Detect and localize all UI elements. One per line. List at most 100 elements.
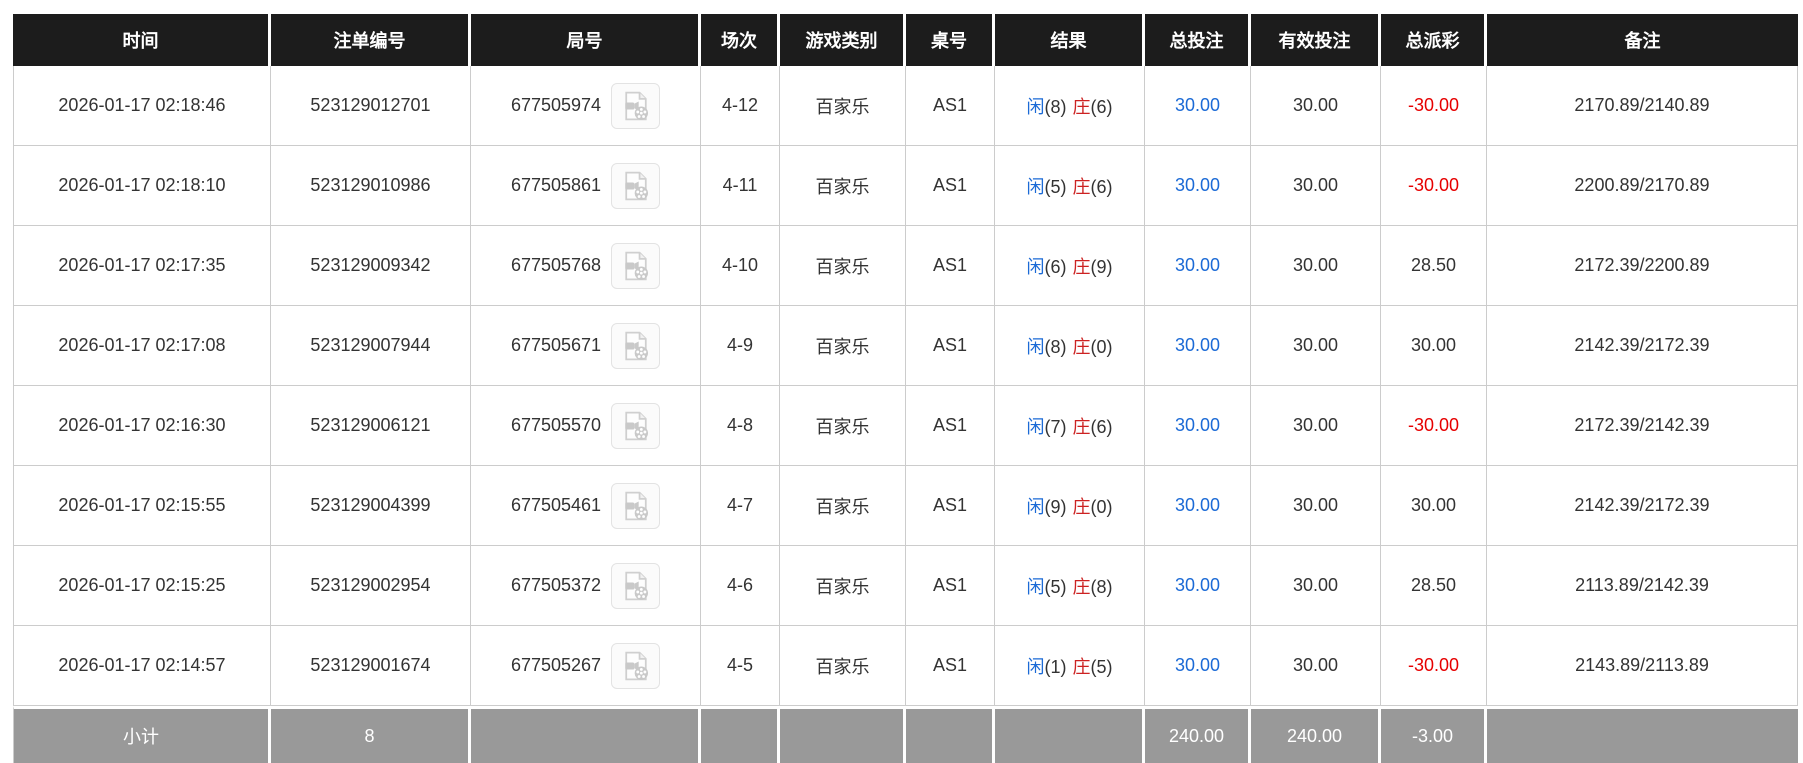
banker-label: 庄 (1072, 96, 1091, 117)
banker-score: (6) (1090, 416, 1113, 437)
subtotal-empty-result (995, 706, 1145, 763)
round-number: 677505461 (510, 495, 602, 515)
video-replay-button[interactable] (611, 482, 661, 529)
round-content: 677505768 (475, 242, 696, 289)
total-bet-link[interactable]: 30.00 (1174, 655, 1221, 675)
video-file-icon (620, 650, 652, 682)
game-type-cell: 百家乐 (780, 626, 906, 706)
player-label: 闲 (1026, 656, 1045, 677)
table-body: 2026-01-17 02:18:46 523129012701 677505974… (13, 66, 1798, 763)
subtotal-payout: -3.00 (1381, 706, 1487, 763)
session-cell: 4-10 (701, 226, 780, 306)
note-cell: 2172.39/2142.39 (1487, 386, 1798, 466)
column-header: 注单编号 (271, 14, 471, 66)
round-content: 677505461 (475, 482, 696, 529)
round-number: 677505671 (510, 335, 602, 355)
player-score: (7) (1044, 416, 1067, 437)
banker-score: (6) (1090, 176, 1113, 197)
banker-label: 庄 (1072, 336, 1091, 357)
table-row: 2026-01-17 02:17:35 523129009342 677505768… (13, 226, 1798, 306)
round-content: 677505267 (475, 642, 696, 689)
video-replay-button[interactable] (611, 162, 661, 209)
time-cell: 2026-01-17 02:18:46 (13, 66, 271, 146)
bet-id-cell: 523129007944 (271, 306, 471, 386)
result-cell: 闲(9) 庄(0) (995, 466, 1145, 546)
table-no-cell: AS1 (906, 66, 995, 146)
player-label: 闲 (1026, 496, 1045, 517)
player-label: 闲 (1026, 176, 1045, 197)
total-bet-link[interactable]: 30.00 (1174, 575, 1221, 595)
video-replay-button[interactable] (611, 562, 661, 609)
total-bet-link[interactable]: 30.00 (1174, 495, 1221, 515)
table-no-cell: AS1 (906, 626, 995, 706)
bet-id-cell: 523129010986 (271, 146, 471, 226)
subtotal-row: 小计 8 240.00 240.00 -3.00 (13, 706, 1798, 763)
round-number: 677505768 (510, 255, 602, 275)
round-content: 677505974 (475, 82, 696, 129)
player-label: 闲 (1026, 576, 1045, 597)
payout-cell: -30.00 (1381, 626, 1487, 706)
note-cell: 2170.89/2140.89 (1487, 66, 1798, 146)
total-bet-cell: 30.00 (1145, 146, 1251, 226)
round-cell: 677505461 (471, 466, 701, 546)
time-cell: 2026-01-17 02:17:35 (13, 226, 271, 306)
round-cell: 677505267 (471, 626, 701, 706)
video-replay-button[interactable] (611, 642, 661, 689)
total-bet-link[interactable]: 30.00 (1174, 415, 1221, 435)
column-header: 桌号 (906, 14, 995, 66)
banker-score: (0) (1090, 336, 1113, 357)
video-file-icon (620, 250, 652, 282)
player-score: (8) (1044, 96, 1067, 117)
note-cell: 2142.39/2172.39 (1487, 306, 1798, 386)
result-cell: 闲(7) 庄(6) (995, 386, 1145, 466)
note-cell: 2200.89/2170.89 (1487, 146, 1798, 226)
payout-cell: 30.00 (1381, 306, 1487, 386)
time-cell: 2026-01-17 02:14:57 (13, 626, 271, 706)
video-replay-button[interactable] (611, 402, 661, 449)
column-header: 局号 (471, 14, 701, 66)
round-cell: 677505974 (471, 66, 701, 146)
subtotal-label: 小计 (13, 706, 271, 763)
total-bet-cell: 30.00 (1145, 386, 1251, 466)
table-row: 2026-01-17 02:17:08 523129007944 677505671… (13, 306, 1798, 386)
banker-score: (0) (1090, 496, 1113, 517)
player-label: 闲 (1026, 256, 1045, 277)
total-bet-link[interactable]: 30.00 (1174, 255, 1221, 275)
total-bet-link[interactable]: 30.00 (1174, 175, 1221, 195)
banker-score: (6) (1090, 96, 1113, 117)
player-score: (9) (1044, 496, 1067, 517)
total-bet-link[interactable]: 30.00 (1174, 335, 1221, 355)
result-cell: 闲(6) 庄(9) (995, 226, 1145, 306)
total-bet-link[interactable]: 30.00 (1174, 95, 1221, 115)
player-label: 闲 (1026, 416, 1045, 437)
subtotal-empty-game (780, 706, 906, 763)
round-cell: 677505570 (471, 386, 701, 466)
banker-score: (8) (1090, 576, 1113, 597)
column-header: 场次 (701, 14, 780, 66)
session-cell: 4-11 (701, 146, 780, 226)
total-bet-cell: 30.00 (1145, 66, 1251, 146)
total-bet-cell: 30.00 (1145, 466, 1251, 546)
table-no-cell: AS1 (906, 546, 995, 626)
bet-id-cell: 523129009342 (271, 226, 471, 306)
column-header: 总派彩 (1381, 14, 1487, 66)
column-header: 时间 (13, 14, 271, 66)
time-cell: 2026-01-17 02:18:10 (13, 146, 271, 226)
video-replay-button[interactable] (611, 82, 661, 129)
bet-id-cell: 523129001674 (271, 626, 471, 706)
total-bet-cell: 30.00 (1145, 306, 1251, 386)
video-replay-button[interactable] (611, 322, 661, 369)
subtotal-empty-round (471, 706, 701, 763)
time-cell: 2026-01-17 02:15:55 (13, 466, 271, 546)
player-score: (6) (1044, 256, 1067, 277)
video-file-icon (620, 410, 652, 442)
round-cell: 677505861 (471, 146, 701, 226)
table-row: 2026-01-17 02:16:30 523129006121 677505570… (13, 386, 1798, 466)
banker-label: 庄 (1072, 496, 1091, 517)
video-replay-button[interactable] (611, 242, 661, 289)
valid-bet-cell: 30.00 (1251, 66, 1381, 146)
time-cell: 2026-01-17 02:16:30 (13, 386, 271, 466)
player-label: 闲 (1026, 96, 1045, 117)
round-cell: 677505372 (471, 546, 701, 626)
result-cell: 闲(8) 庄(0) (995, 306, 1145, 386)
